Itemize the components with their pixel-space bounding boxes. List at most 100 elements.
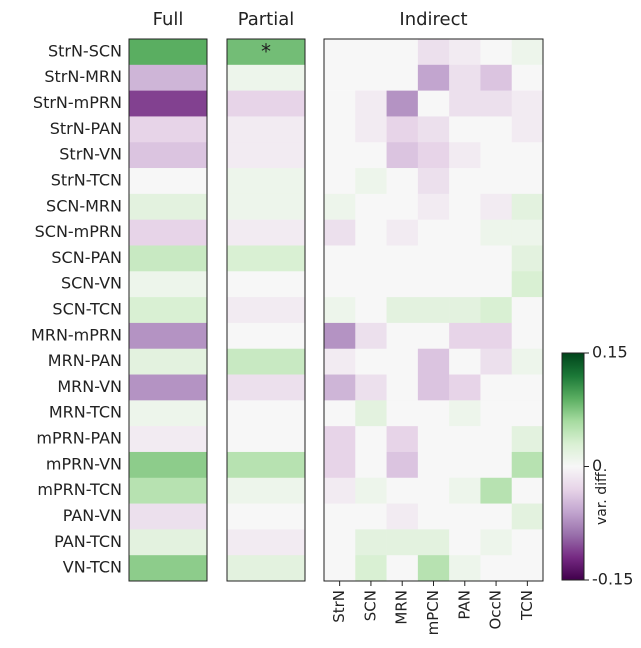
- heatmap-cell: [386, 39, 419, 66]
- heatmap-cell: [227, 374, 306, 401]
- heatmap-cell: [227, 245, 306, 272]
- heatmap-cell: [417, 555, 450, 582]
- row-label: mPRN-VN: [46, 454, 122, 473]
- heatmap-cell: [417, 400, 450, 427]
- heatmap-cell: [417, 64, 450, 91]
- heatmap-cell: [227, 90, 306, 117]
- heatmap-cell: [324, 348, 356, 375]
- heatmap-cell: [355, 168, 387, 195]
- heatmap-cell: [417, 426, 450, 453]
- heatmap-cell: [449, 64, 481, 91]
- heatmap-cell: [324, 400, 356, 427]
- heatmap-cell: [480, 322, 513, 350]
- heatmap-cell: [480, 400, 513, 427]
- heatmap-cell: [449, 193, 481, 220]
- row-label: SCN-VN: [61, 274, 122, 293]
- heatmap-cell: [417, 90, 450, 117]
- heatmap-cell: [511, 451, 544, 479]
- heatmap-cell: [449, 374, 481, 401]
- heatmap-cell: [355, 451, 387, 479]
- panel-border: [128, 38, 208, 582]
- heatmap-cell: [480, 39, 513, 66]
- heatmap-cell: [480, 142, 513, 169]
- heatmap-cell: [324, 297, 356, 324]
- heatmap-cell: [129, 451, 208, 479]
- heatmap-cell: [386, 168, 419, 195]
- heatmap-cell: [386, 142, 419, 169]
- heatmap-cell: [355, 529, 387, 556]
- heatmap-cell: [227, 297, 306, 324]
- heatmap-cell: [324, 477, 356, 504]
- heatmap-cell: [449, 426, 481, 453]
- heatmap-cell: [355, 555, 387, 582]
- heatmap-cell: [480, 116, 513, 143]
- heatmap-cell: [417, 477, 450, 504]
- heatmap-cell: [324, 116, 356, 143]
- heatmap-cell: [511, 219, 544, 246]
- heatmap-cell: [386, 64, 419, 91]
- heatmap-cell: [324, 503, 356, 530]
- heatmap-cell: [129, 348, 208, 375]
- heatmap-cell: [511, 555, 544, 582]
- heatmap-cell: [417, 168, 450, 195]
- heatmap-cell: [417, 451, 450, 479]
- heatmap-cell: [417, 219, 450, 246]
- heatmap-cell: [449, 90, 481, 117]
- heatmap-cell: [449, 555, 481, 582]
- row-label: MRN-VN: [57, 377, 122, 396]
- heatmap-cell: [227, 116, 306, 143]
- heatmap-cell: [449, 142, 481, 169]
- heatmap-cell: [129, 64, 208, 91]
- heatmap-cell: [511, 142, 544, 169]
- heatmap-cell: [324, 39, 356, 66]
- heatmap-cell: [417, 39, 450, 66]
- row-label: mPRN-TCN: [37, 480, 122, 499]
- heatmap-cell: [480, 219, 513, 246]
- row-label: MRN-TCN: [49, 403, 122, 422]
- heatmap-cell: [227, 168, 306, 195]
- heatmap-cell: [386, 297, 419, 324]
- heatmap-cell: [129, 374, 208, 401]
- panel-title: Indirect: [399, 9, 467, 30]
- heatmap-cell: [386, 400, 419, 427]
- heatmap-cell: [449, 245, 481, 272]
- heatmap-cell: [129, 193, 208, 220]
- heatmap-cell: [355, 39, 387, 66]
- heatmap-cell: [227, 39, 306, 66]
- heatmap-cell: [511, 116, 544, 143]
- row-label: SCN-PAN: [51, 248, 122, 267]
- heatmap-cell: [324, 193, 356, 220]
- heatmap-cell: [324, 555, 356, 582]
- heatmap-cell: [324, 374, 356, 401]
- heatmap-cell: [129, 245, 208, 272]
- heatmap-cell: [511, 374, 544, 401]
- heatmap-cell: [355, 426, 387, 453]
- heatmap-cell: [386, 426, 419, 453]
- heatmap-cell: [511, 90, 544, 117]
- row-label: StrN-TCN: [51, 170, 122, 189]
- heatmap-cell: [417, 271, 450, 298]
- heatmap-cell: [480, 271, 513, 298]
- heatmap-cell: [227, 555, 306, 582]
- heatmap-cell: [227, 400, 306, 427]
- heatmap-cell: [386, 116, 419, 143]
- row-label: PAN-TCN: [54, 532, 122, 551]
- heatmap-cell: [449, 39, 481, 66]
- heatmap-cell: [511, 297, 544, 324]
- column-label: mPCN: [424, 590, 442, 635]
- heatmap-cell: [511, 322, 544, 350]
- heatmap-cell: [129, 39, 208, 66]
- panel-border: [226, 38, 306, 582]
- heatmap-cell: [355, 271, 387, 298]
- colorbar-tick-label: 0: [592, 456, 602, 475]
- colorbar-tick-label: 0.15: [592, 343, 628, 362]
- heatmap-cell: [417, 322, 450, 350]
- row-label: StrN-SCN: [48, 41, 122, 60]
- heatmap-cell: [386, 245, 419, 272]
- colorbar: [561, 352, 585, 581]
- panel-title: Full: [153, 9, 184, 30]
- heatmap-cell: [386, 529, 419, 556]
- heatmap-cell: [386, 555, 419, 582]
- heatmap-cell: [511, 64, 544, 91]
- heatmap-cell: [480, 168, 513, 195]
